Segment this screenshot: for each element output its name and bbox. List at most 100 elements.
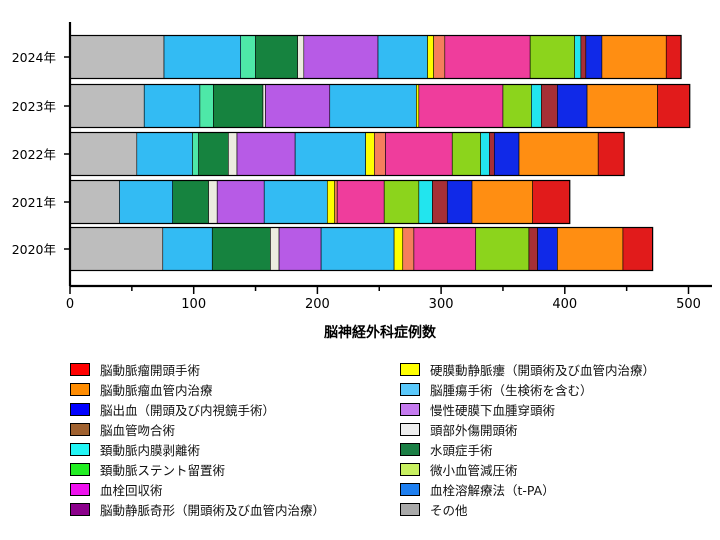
legend-swatch: [70, 382, 90, 396]
bar-segment: [69, 132, 138, 176]
legend-item: 微小血管減圧術: [400, 461, 518, 478]
bar-segment: [255, 35, 298, 79]
bar-segment: [236, 132, 296, 176]
x-tick-label: 200: [305, 297, 330, 312]
bar-segment: [192, 132, 199, 176]
bar-segment: [531, 84, 542, 128]
legend-item: 脳出血（開頭及び内視鏡手術）: [70, 401, 276, 418]
legend-label: 脳動脈瘤血管内治療: [100, 382, 213, 398]
y-tick-label: 2023年: [12, 99, 56, 114]
legend-swatch: [70, 442, 90, 456]
legend-item: 脳腫瘍手術（生検術を含む）: [400, 381, 593, 398]
legend-label: 頭部外傷開頭術: [430, 422, 518, 438]
legend-item: 頚動脈内膜剥離術: [70, 441, 201, 458]
bar-segment: [529, 35, 575, 79]
bar-segment: [374, 132, 386, 176]
bar-segment: [297, 35, 305, 79]
bar-segment: [336, 180, 385, 224]
y-tick-label: 2021年: [12, 195, 56, 210]
bar-segment: [502, 84, 532, 128]
bar-segment: [365, 132, 375, 176]
bar-segment: [657, 84, 691, 128]
bar-segment: [557, 84, 588, 128]
bar-segment: [471, 180, 533, 224]
bar-segment: [213, 84, 264, 128]
legend-item: 硬膜動静脈瘻（開頭術及び血管内治療）: [400, 361, 655, 378]
bar-segment: [475, 227, 530, 271]
legend-swatch: [400, 442, 420, 456]
bar-segment: [451, 132, 481, 176]
legend-label: 脳出血（開頭及び内視鏡手術）: [100, 402, 276, 418]
bar-segment: [240, 35, 256, 79]
bar-segment: [69, 84, 145, 128]
legend-swatch: [70, 482, 90, 496]
bar-segment: [418, 180, 433, 224]
legend-label: 脳血管吻合術: [100, 422, 176, 438]
x-tick-label: 300: [429, 297, 454, 312]
legend-label: 脳動静脈奇形（開頭術及び血管内治療）: [100, 502, 326, 518]
bar-segment: [199, 84, 214, 128]
bar-segment: [69, 35, 165, 79]
bar-segment: [136, 132, 193, 176]
bar-segment: [278, 227, 322, 271]
x-tick-label: 0: [66, 297, 74, 312]
bar-segment: [216, 180, 265, 224]
bar-segment: [326, 180, 336, 224]
bars-group: [69, 34, 691, 272]
bar-segment: [162, 227, 213, 271]
bar-segment: [597, 132, 625, 176]
legend-swatch: [70, 362, 90, 376]
legend-item: 脳動静脈奇形（開頭術及び血管内治療）: [70, 501, 326, 518]
bar-segment: [320, 227, 395, 271]
bar-segment: [377, 35, 428, 79]
bar-segment: [585, 35, 603, 79]
bar-segment: [574, 35, 582, 79]
legend-item: 脳動脈瘤開頭手術: [70, 361, 201, 378]
legend-item: 慢性硬膜下血腫穿頭術: [400, 401, 556, 418]
legend-swatch: [400, 462, 420, 476]
y-tick-label: 2024年: [12, 50, 56, 65]
legend-swatch: [70, 422, 90, 436]
bar-segment: [433, 35, 446, 79]
legend-label: 脳動脈瘤開頭手術: [100, 362, 201, 378]
bar-segment: [446, 180, 473, 224]
bar-segment: [480, 132, 490, 176]
legend-swatch: [70, 402, 90, 416]
legend-label: 微小血管減圧術: [430, 462, 518, 478]
legend-swatch: [400, 502, 420, 516]
bar-segment: [622, 227, 653, 271]
y-tick-label: 2022年: [12, 147, 56, 162]
x-tick-label: 400: [552, 297, 577, 312]
legend-item: その他: [400, 501, 468, 518]
x-tick-label: 500: [676, 297, 701, 312]
legend-item: 頚動脈ステント留置術: [70, 461, 225, 478]
legend-item: 脳動脈瘤血管内治療: [70, 381, 213, 398]
bar-segment: [518, 132, 599, 176]
bar-segment: [532, 180, 571, 224]
bar-segment: [228, 132, 238, 176]
bar-segment: [143, 84, 201, 128]
legend-item: 頭部外傷開頭術: [400, 421, 518, 438]
bar-segment: [334, 180, 338, 224]
bar-segment: [444, 35, 531, 79]
x-axis-label: 脳神経外科症例数: [324, 324, 437, 341]
legend-label: 頚動脈内膜剥離術: [100, 442, 201, 458]
bar-segment: [665, 35, 682, 79]
bar-segment: [540, 84, 558, 128]
bar-segment: [69, 180, 120, 224]
legend-label: 慢性硬膜下血腫穿頭術: [430, 402, 556, 418]
bar-segment: [586, 84, 658, 128]
bar-segment: [413, 227, 477, 271]
bar-segment: [172, 180, 209, 224]
bar-segment: [393, 227, 404, 271]
bar-segment: [303, 35, 379, 79]
legend-swatch: [400, 382, 420, 396]
bar-segment: [211, 227, 271, 271]
bar-segment: [270, 227, 280, 271]
legend-label: その他: [430, 502, 468, 518]
bar-segment: [383, 180, 420, 224]
bar-segment: [537, 227, 558, 271]
bar-segment: [493, 132, 520, 176]
legend-label: 血栓溶解療法（t-PA）: [430, 482, 555, 498]
